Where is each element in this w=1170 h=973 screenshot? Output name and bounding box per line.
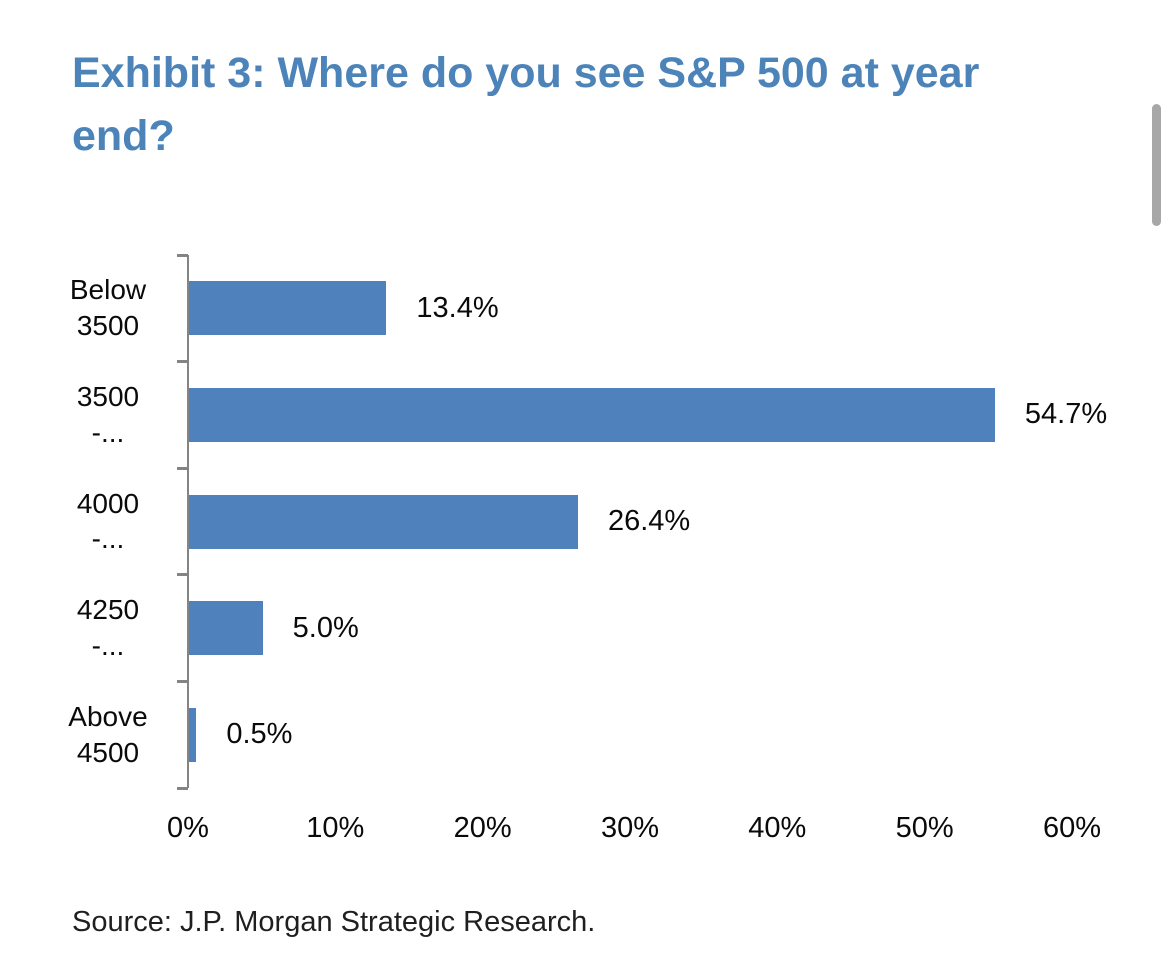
source-note: Source: J.P. Morgan Strategic Research. [72, 906, 596, 938]
axis-tick [177, 360, 188, 364]
x-axis-tick-label: 40% [748, 812, 807, 844]
x-axis-tick-label: 50% [895, 812, 954, 844]
bar [189, 707, 197, 762]
chart-title: Exhibit 3: Where do you see S&P 500 at y… [72, 42, 979, 168]
axis-tick [177, 466, 188, 470]
axis-tick [177, 573, 188, 577]
bar [189, 601, 263, 656]
axis-tick [177, 786, 188, 790]
axis-tick [177, 253, 188, 257]
category-label: 4250 -... [76, 594, 140, 662]
category-label: 3500 -... [76, 381, 140, 448]
bar [189, 387, 995, 442]
value-label: 26.4% [607, 504, 691, 537]
x-axis-tick-label: 30% [600, 812, 660, 844]
value-label: 5.0% [292, 611, 359, 644]
category-label: Above 4500 [68, 700, 148, 768]
x-axis-tick-label: 60% [1042, 812, 1102, 844]
x-axis-tick-label: 0% [167, 812, 209, 844]
vertical-scrollbar-thumb[interactable] [1152, 104, 1161, 226]
value-label: 54.7% [1024, 398, 1108, 431]
value-label: 0.5% [226, 718, 293, 751]
bar [189, 281, 387, 336]
chart-title-line-1: Exhibit 3: Where do you see S&P 500 at y… [72, 49, 980, 97]
y-axis-line [187, 255, 189, 788]
x-axis-tick-label: 20% [453, 812, 512, 844]
x-axis-tick-label: 10% [306, 812, 365, 844]
bar [189, 494, 578, 549]
chart-title-line-2: end? [72, 112, 175, 160]
category-label: Below 3500 [69, 274, 147, 342]
value-label: 13.4% [416, 291, 499, 324]
axis-tick [177, 679, 188, 683]
category-label: 4000 -... [76, 487, 140, 555]
